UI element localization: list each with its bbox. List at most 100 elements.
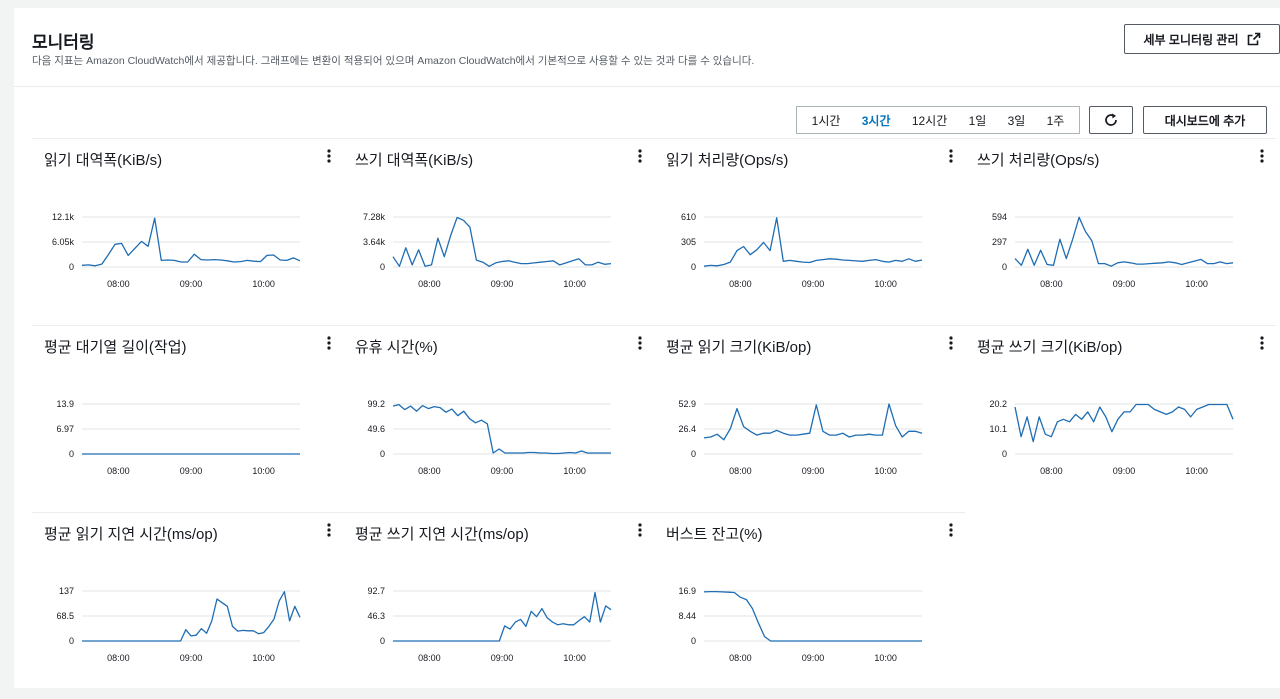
x-tick-label: 10:00 xyxy=(563,279,586,289)
chart-plot: 0 46.3 92.7 08:00 09:00 10:00 xyxy=(367,586,612,663)
more-options-icon[interactable] xyxy=(636,149,644,163)
monitoring-panel: 모니터링 다음 지표는 Amazon CloudWatch에서 제공합니다. 그… xyxy=(14,8,1280,688)
chart-plot: 0 6.05k 12.1k 08:00 09:00 10:00 xyxy=(52,212,301,289)
y-tick-label: 26.4 xyxy=(678,424,696,434)
y-tick-label: 92.7 xyxy=(367,586,385,596)
more-options-icon[interactable] xyxy=(1258,336,1266,350)
chart-plot: 0 49.6 99.2 08:00 09:00 10:00 xyxy=(367,399,611,476)
y-tick-label: 52.9 xyxy=(678,399,696,409)
x-tick-label: 09:00 xyxy=(802,279,825,289)
chart-card: 평균 쓰기 크기(KiB/op) 0 10.1 20.2 08:00 09:00 10:00 xyxy=(965,325,1276,511)
x-tick-label: 10:00 xyxy=(874,466,897,476)
y-tick-label: 20.2 xyxy=(989,399,1007,409)
x-tick-label: 08:00 xyxy=(418,466,441,476)
series-line xyxy=(703,403,923,441)
x-tick-label: 10:00 xyxy=(1185,466,1208,476)
y-tick-label: 0 xyxy=(380,449,385,459)
series-line xyxy=(393,591,612,642)
more-options-icon[interactable] xyxy=(325,336,333,350)
x-tick-label: 08:00 xyxy=(1040,279,1063,289)
more-options-icon[interactable] xyxy=(947,149,955,163)
time-range-option[interactable]: 12시간 xyxy=(911,113,948,128)
chart-plot: 0 68.5 137 08:00 09:00 10:00 xyxy=(56,586,301,663)
manage-detailed-monitoring-label: 세부 모니터링 관리 xyxy=(1143,32,1239,47)
more-options-icon[interactable] xyxy=(1258,149,1266,163)
refresh-icon xyxy=(1105,113,1117,126)
x-tick-label: 10:00 xyxy=(252,279,275,289)
chart-card: 읽기 처리량(Ops/s) 0 305 610 08:00 09:00 10:00 xyxy=(654,138,965,324)
more-options-icon[interactable] xyxy=(325,149,333,163)
y-tick-label: 68.5 xyxy=(56,611,74,621)
x-tick-label: 08:00 xyxy=(1040,466,1063,476)
x-tick-label: 09:00 xyxy=(180,279,203,289)
x-tick-label: 10:00 xyxy=(252,466,275,476)
time-range-option[interactable]: 1시간 xyxy=(811,113,841,128)
more-options-icon[interactable] xyxy=(947,336,955,350)
x-tick-label: 09:00 xyxy=(491,466,514,476)
x-tick-label: 10:00 xyxy=(563,653,586,663)
chart-card: 읽기 대역폭(KiB/s) 0 6.05k 12.1k 08:00 09:00 10:00 xyxy=(32,138,343,324)
y-tick-label: 7.28k xyxy=(363,212,386,222)
time-range-option[interactable]: 1주 xyxy=(1046,113,1065,128)
y-tick-label: 6.97 xyxy=(56,424,74,434)
chart-plot: 0 8.44 16.9 08:00 09:00 10:00 xyxy=(678,586,922,663)
y-tick-label: 16.9 xyxy=(678,586,696,596)
chart-plot: 0 10.1 20.2 08:00 09:00 10:00 xyxy=(989,399,1234,476)
time-range-option[interactable]: 3일 xyxy=(1007,113,1026,128)
y-tick-label: 297 xyxy=(992,237,1007,247)
time-range-option[interactable]: 1일 xyxy=(968,113,987,128)
more-options-icon[interactable] xyxy=(636,523,644,537)
chart-plot: 0 3.64k 7.28k 08:00 09:00 10:00 xyxy=(363,212,612,289)
y-tick-label: 594 xyxy=(992,212,1007,222)
x-tick-label: 09:00 xyxy=(1113,466,1136,476)
chart-title: 읽기 대역폭(KiB/s) xyxy=(44,152,163,169)
y-tick-label: 13.9 xyxy=(56,399,74,409)
chart-card: 쓰기 대역폭(KiB/s) 0 3.64k 7.28k 08:00 09:00 10:00 xyxy=(343,138,654,324)
y-tick-label: 0 xyxy=(691,262,696,272)
chart-card: 평균 읽기 크기(KiB/op) 0 26.4 52.9 08:00 09:00 10:00 xyxy=(654,325,965,511)
more-options-icon[interactable] xyxy=(947,523,955,537)
x-tick-label: 10:00 xyxy=(563,466,586,476)
y-tick-label: 46.3 xyxy=(367,611,385,621)
x-tick-label: 10:00 xyxy=(1185,279,1208,289)
x-tick-label: 08:00 xyxy=(107,466,130,476)
page-title: 모니터링 xyxy=(32,33,95,52)
y-tick-label: 99.2 xyxy=(367,399,385,409)
y-tick-label: 49.6 xyxy=(367,424,385,434)
manage-detailed-monitoring-button[interactable]: 세부 모니터링 관리 xyxy=(1124,24,1280,54)
x-tick-label: 08:00 xyxy=(729,653,752,663)
y-tick-label: 0 xyxy=(691,636,696,646)
chart-card: 쓰기 처리량(Ops/s) 0 297 594 08:00 09:00 10:00 xyxy=(965,138,1276,324)
y-tick-label: 0 xyxy=(1002,449,1007,459)
add-to-dashboard-button[interactable]: 대시보드에 추가 xyxy=(1143,106,1267,134)
chart-plot: 0 297 594 08:00 09:00 10:00 xyxy=(992,212,1234,289)
y-tick-label: 0 xyxy=(69,262,74,272)
x-tick-label: 08:00 xyxy=(418,279,441,289)
x-tick-label: 10:00 xyxy=(874,279,897,289)
y-tick-label: 0 xyxy=(380,636,385,646)
more-options-icon[interactable] xyxy=(636,336,644,350)
y-tick-label: 305 xyxy=(681,237,696,247)
x-tick-label: 09:00 xyxy=(1113,279,1136,289)
chart-card: 유휴 시간(%) 0 49.6 99.2 08:00 09:00 10:00 xyxy=(343,325,654,511)
refresh-button[interactable] xyxy=(1089,106,1133,134)
y-tick-label: 3.64k xyxy=(363,237,386,247)
time-range-option[interactable]: 3시간 xyxy=(861,113,891,128)
x-tick-label: 08:00 xyxy=(107,653,130,663)
chart-title: 쓰기 처리량(Ops/s) xyxy=(977,152,1100,169)
chart-title: 평균 대기열 길이(작업) xyxy=(44,339,187,356)
series-line xyxy=(703,590,922,642)
chart-plot: 0 26.4 52.9 08:00 09:00 10:00 xyxy=(678,399,923,476)
y-tick-label: 8.44 xyxy=(678,611,696,621)
series-line xyxy=(1014,403,1234,443)
x-tick-label: 09:00 xyxy=(802,653,825,663)
y-tick-label: 0 xyxy=(69,449,74,459)
x-tick-label: 08:00 xyxy=(729,466,752,476)
series-line xyxy=(703,217,923,267)
panel-header: 모니터링 다음 지표는 Amazon CloudWatch에서 제공합니다. 그… xyxy=(14,8,1280,87)
x-tick-label: 10:00 xyxy=(252,653,275,663)
x-tick-label: 08:00 xyxy=(729,279,752,289)
series-line xyxy=(1014,216,1234,267)
more-options-icon[interactable] xyxy=(325,523,333,537)
x-tick-label: 09:00 xyxy=(180,653,203,663)
